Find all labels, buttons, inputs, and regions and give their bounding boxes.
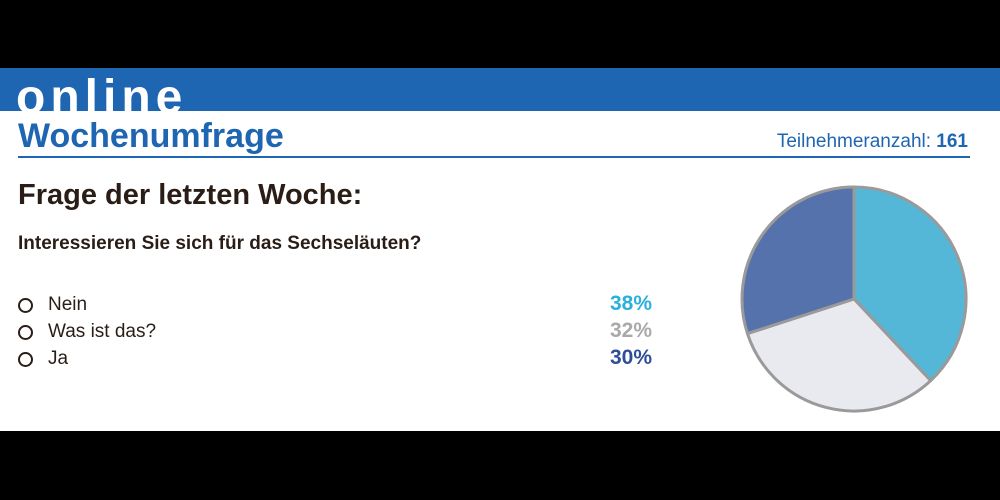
answer-label: Nein bbox=[48, 294, 88, 315]
pie-slice-was-ist-das bbox=[745, 297, 933, 413]
participants-label: Teilnehmeranzahl: bbox=[776, 131, 932, 152]
answer-option-ja[interactable]: Ja 30% bbox=[18, 346, 658, 374]
radio-button[interactable] bbox=[18, 298, 33, 313]
answer-label: Ja bbox=[48, 348, 69, 369]
poll-panel: online Wochenumfrage Teilnehmeranzahl: 1… bbox=[0, 68, 1000, 431]
radio-button[interactable] bbox=[18, 325, 33, 340]
pie-slice-nein bbox=[852, 185, 968, 383]
pie-slice-ja bbox=[740, 185, 856, 336]
answer-percentage: 30% bbox=[609, 346, 652, 369]
participant-count: Teilnehmeranzahl: 161 bbox=[777, 130, 968, 154]
answer-percentage: 38% bbox=[609, 292, 652, 315]
question-heading: Frage der letzten Woche: bbox=[18, 179, 363, 211]
survey-title: Wochenumfrage bbox=[18, 117, 284, 155]
header-divider bbox=[18, 156, 970, 158]
answer-label: Was ist das? bbox=[48, 321, 157, 342]
radio-button[interactable] bbox=[18, 352, 33, 367]
question-text: Interessieren Sie sich für das Sechseläu… bbox=[18, 233, 422, 254]
answer-option-nein[interactable]: Nein 38% bbox=[18, 292, 658, 320]
banner-word: online bbox=[16, 71, 188, 111]
answer-percentage: 32% bbox=[609, 319, 652, 342]
pie-chart bbox=[740, 185, 968, 413]
answer-option-was-ist-das[interactable]: Was ist das? 32% bbox=[18, 319, 658, 347]
online-banner: online bbox=[0, 68, 1000, 111]
participants-count: 161 bbox=[936, 131, 968, 152]
